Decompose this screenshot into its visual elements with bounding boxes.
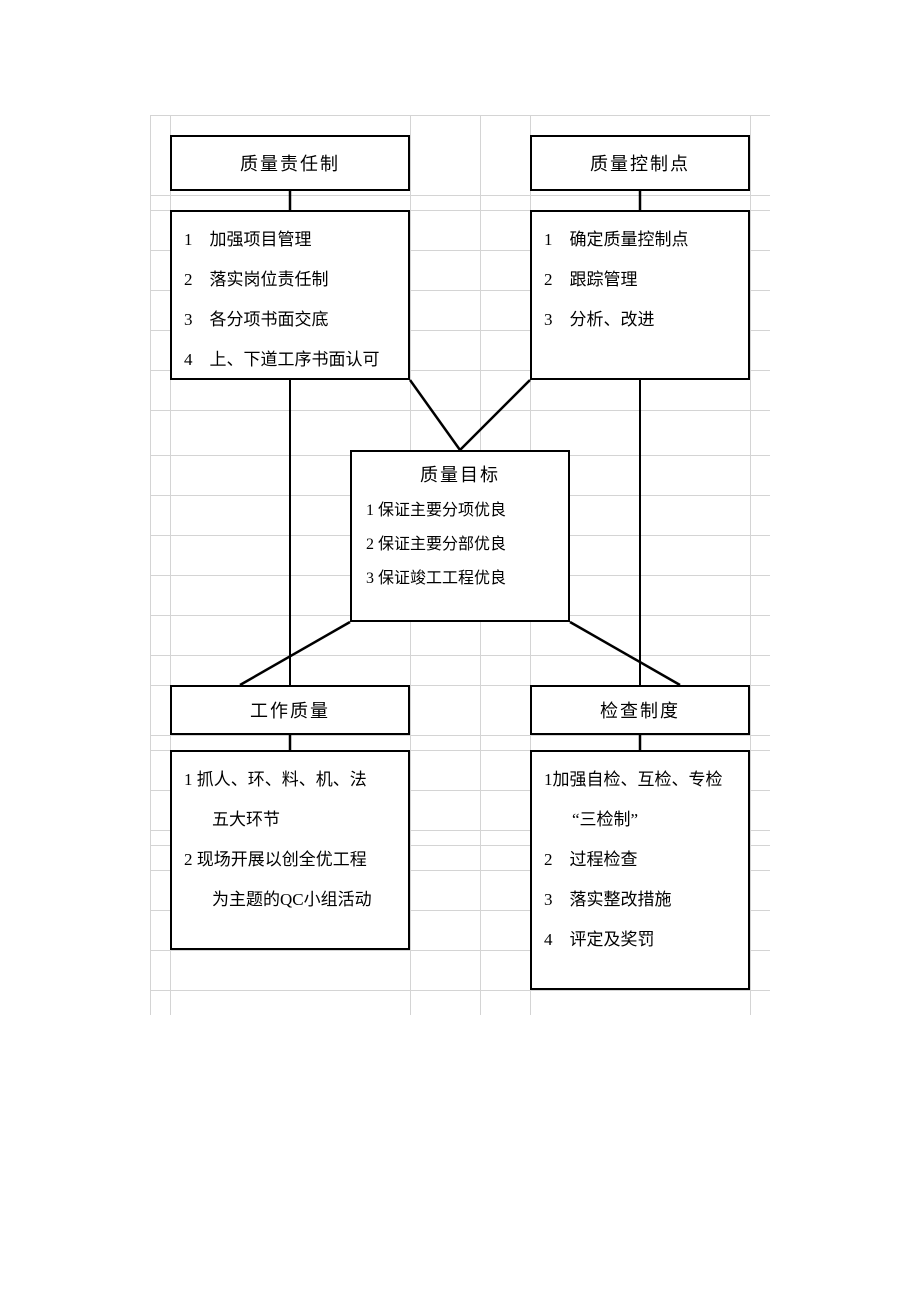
box-work-quality-title: 工作质量 bbox=[170, 685, 410, 735]
list-item: 为主题的QC小组活动 bbox=[184, 880, 396, 920]
box-quality-responsibility-list: 1 加强项目管理 2 落实岗位责任制 3 各分项书面交底 4 上、下道工序书面认… bbox=[170, 210, 410, 380]
label: 质量责任制 bbox=[240, 150, 340, 176]
list-item: 2 过程检查 bbox=[544, 840, 736, 880]
list-item: 2 落实岗位责任制 bbox=[184, 260, 396, 300]
list-item: 2 保证主要分部优良 bbox=[366, 528, 554, 562]
box-quality-control-point-list: 1 确定质量控制点 2 跟踪管理 3 分析、改进 bbox=[530, 210, 750, 380]
label: 质量控制点 bbox=[590, 150, 690, 176]
list-item: 3 各分项书面交底 bbox=[184, 300, 396, 340]
list-item: 1 保证主要分项优良 bbox=[366, 494, 554, 528]
list-item: 4 上、下道工序书面认可 bbox=[184, 340, 396, 380]
label: 检查制度 bbox=[600, 697, 680, 723]
list-item: 3 分析、改进 bbox=[544, 300, 736, 340]
list-item: 1加强自检、互检、专检 bbox=[544, 760, 736, 800]
box-quality-responsibility-title: 质量责任制 bbox=[170, 135, 410, 191]
box-work-quality-list: 1 抓人、环、料、机、法 五大环节 2 现场开展以创全优工程 为主题的QC小组活… bbox=[170, 750, 410, 950]
list-item: 1 抓人、环、料、机、法 bbox=[184, 760, 396, 800]
list-item: 五大环节 bbox=[184, 800, 396, 840]
label: 工作质量 bbox=[250, 697, 330, 723]
list-item: 3 落实整改措施 bbox=[544, 880, 736, 920]
list-item: 1 加强项目管理 bbox=[184, 220, 396, 260]
list-item: “三检制” bbox=[544, 800, 736, 840]
list-item: 1 确定质量控制点 bbox=[544, 220, 736, 260]
box-inspection-system-list: 1加强自检、互检、专检 “三检制” 2 过程检查 3 落实整改措施 4 评定及奖… bbox=[530, 750, 750, 990]
list-item: 2 跟踪管理 bbox=[544, 260, 736, 300]
list-item: 2 现场开展以创全优工程 bbox=[184, 840, 396, 880]
list-item: 4 评定及奖罚 bbox=[544, 920, 736, 960]
box-quality-control-point-title: 质量控制点 bbox=[530, 135, 750, 191]
box-inspection-system-title: 检查制度 bbox=[530, 685, 750, 735]
box-quality-target: 质量目标 1 保证主要分项优良 2 保证主要分部优良 3 保证竣工工程优良 bbox=[350, 450, 570, 622]
label: 质量目标 bbox=[352, 452, 568, 494]
diagram-area: 质量责任制 质量控制点 1 加强项目管理 2 落实岗位责任制 3 各分项书面交底… bbox=[150, 115, 770, 1015]
list-item: 3 保证竣工工程优良 bbox=[366, 562, 554, 596]
